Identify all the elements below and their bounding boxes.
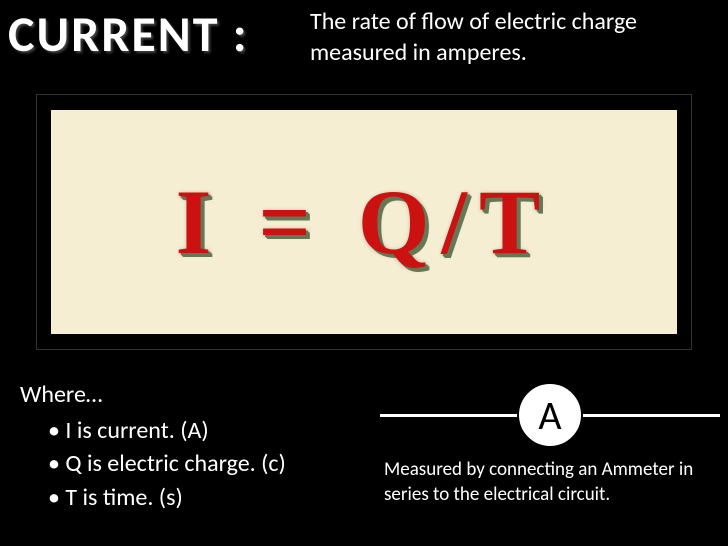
where-item-charge: Q is electric charge. (c) — [48, 447, 286, 481]
slide-title: CURRENT : — [8, 4, 249, 65]
formula-container: I = Q/T — [36, 94, 692, 350]
wire-left — [380, 414, 517, 417]
ammeter-symbol-icon: A — [519, 384, 581, 446]
wire-right — [583, 414, 720, 417]
where-section: Where… I is current. (A) Q is electric c… — [20, 378, 286, 514]
formula-equation: I = Q/T — [176, 169, 553, 275]
formula-panel: I = Q/T — [51, 110, 677, 334]
ammeter-section: A Measured by connecting an Ammeter in s… — [380, 384, 720, 507]
ammeter-description: Measured by connecting an Ammeter in ser… — [384, 458, 720, 507]
where-item-time: T is time. (s) — [48, 481, 286, 515]
definition-text: The rate of flow of electric charge meas… — [310, 6, 710, 68]
where-item-current: I is current. (A) — [48, 414, 286, 448]
ammeter-diagram: A — [380, 384, 720, 446]
where-label: Where… — [20, 378, 286, 412]
